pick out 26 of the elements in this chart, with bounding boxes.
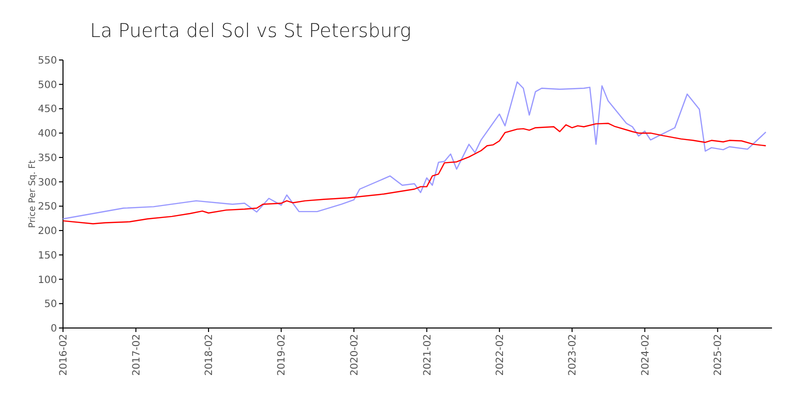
line-series (62, 122, 766, 224)
chart-title: La Puerta del Sol vs St Petersburg (90, 20, 412, 42)
x-tick-label: 2022-02 (494, 334, 506, 376)
x-tick-label: 2019-02 (276, 334, 288, 376)
line-series (62, 81, 766, 220)
y-tick-label: 0 (50, 324, 57, 334)
y-tick-label: 50 (44, 299, 57, 310)
y-tick-label: 500 (38, 80, 57, 91)
y-tick-label: 300 (38, 177, 57, 188)
x-tick-label: 2025-02 (713, 334, 724, 376)
y-tick-label: 550 (38, 56, 57, 66)
x-tick-label: 2016-02 (58, 334, 70, 376)
y-tick-label: 400 (38, 128, 57, 140)
y-tick-label: 250 (38, 202, 57, 213)
x-tick-label: 2018-02 (204, 334, 216, 376)
x-tick-label: 2024-02 (640, 334, 652, 376)
y-tick-label: 450 (38, 104, 57, 116)
y-tick-label: 350 (38, 152, 57, 164)
x-tick-label: 2017-02 (131, 334, 142, 376)
x-tick-label: 2021-02 (422, 334, 434, 376)
y-tick-label: 200 (38, 226, 57, 238)
y-axis-title: Price Per Sq. Ft (28, 160, 38, 228)
x-tick-label: 2020-02 (349, 334, 360, 376)
y-tick-label: 100 (38, 274, 57, 286)
x-tick-label: 2023-02 (568, 334, 579, 376)
y-tick-label: 150 (38, 250, 57, 262)
